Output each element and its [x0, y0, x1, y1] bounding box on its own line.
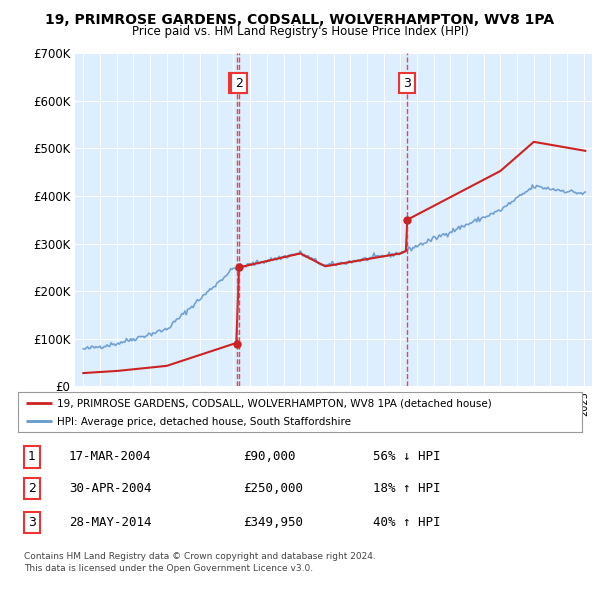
Text: 17-MAR-2004: 17-MAR-2004 [69, 450, 151, 463]
Text: £349,950: £349,950 [244, 516, 304, 529]
Text: 3: 3 [403, 77, 411, 90]
Text: Price paid vs. HM Land Registry's House Price Index (HPI): Price paid vs. HM Land Registry's House … [131, 25, 469, 38]
Text: This data is licensed under the Open Government Licence v3.0.: This data is licensed under the Open Gov… [24, 563, 313, 572]
Text: 1: 1 [233, 77, 241, 90]
Text: 19, PRIMROSE GARDENS, CODSALL, WOLVERHAMPTON, WV8 1PA (detached house): 19, PRIMROSE GARDENS, CODSALL, WOLVERHAM… [58, 398, 492, 408]
Text: 19, PRIMROSE GARDENS, CODSALL, WOLVERHAMPTON, WV8 1PA: 19, PRIMROSE GARDENS, CODSALL, WOLVERHAM… [46, 13, 554, 27]
Text: 3: 3 [28, 516, 36, 529]
Text: 2: 2 [235, 77, 243, 90]
Text: 56% ↓ HPI: 56% ↓ HPI [373, 450, 441, 463]
Text: Contains HM Land Registry data © Crown copyright and database right 2024.: Contains HM Land Registry data © Crown c… [24, 552, 376, 561]
Text: 30-APR-2004: 30-APR-2004 [69, 482, 151, 495]
Text: 2: 2 [28, 482, 36, 495]
Text: 18% ↑ HPI: 18% ↑ HPI [373, 482, 441, 495]
Text: £250,000: £250,000 [244, 482, 304, 495]
Text: 28-MAY-2014: 28-MAY-2014 [69, 516, 151, 529]
Text: 1: 1 [28, 450, 36, 463]
Text: HPI: Average price, detached house, South Staffordshire: HPI: Average price, detached house, Sout… [58, 417, 352, 427]
Text: £90,000: £90,000 [244, 450, 296, 463]
Text: 40% ↑ HPI: 40% ↑ HPI [373, 516, 441, 529]
